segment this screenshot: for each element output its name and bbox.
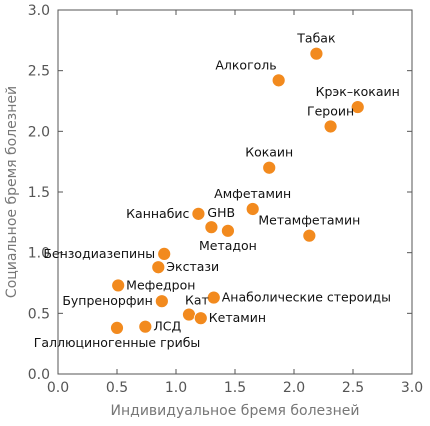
x-tick-label: 1.5 [224, 380, 246, 396]
data-point [302, 228, 317, 243]
data-point-label: Мефедрон [126, 277, 195, 292]
data-point-label: Крэк–кокаин [316, 84, 400, 99]
data-point [193, 311, 208, 326]
data-point-label: Галлюциногенные грибы [34, 335, 201, 350]
data-point [206, 290, 221, 305]
data-point [323, 119, 338, 134]
chart-points [110, 46, 365, 335]
data-point-label: Героин [307, 103, 354, 118]
data-point [221, 223, 235, 238]
y-tick-label: 2.0 [28, 124, 50, 140]
x-tick-label: 1.0 [165, 380, 187, 396]
data-point-label: Каннабис [126, 206, 189, 221]
data-point [204, 220, 219, 235]
data-point-label: Кат [185, 293, 209, 308]
data-point [110, 320, 124, 335]
data-point [138, 319, 153, 334]
data-point [245, 202, 260, 216]
y-tick-label: 0.5 [28, 306, 50, 322]
data-point [271, 73, 286, 88]
x-tick-label: 2.0 [283, 380, 305, 396]
data-point [182, 307, 196, 322]
x-axis-title: Индивидуальное бремя болезней [111, 403, 360, 419]
data-point-label: Анаболические стероиды [222, 290, 391, 305]
x-tick-label: 2.5 [342, 380, 364, 396]
data-point-label: Алкоголь [215, 57, 276, 72]
y-tick-label: 1.0 [28, 246, 50, 262]
x-tick-label: 0.0 [47, 380, 69, 396]
data-point [309, 46, 324, 61]
y-tick-label: 1.5 [28, 185, 50, 201]
data-point [111, 278, 126, 293]
data-point [157, 246, 172, 261]
x-tick-label: 0.5 [106, 380, 128, 396]
data-point-label: Метамфетамин [258, 213, 360, 228]
data-point [350, 100, 365, 114]
data-point-label: Бензодиазепины [43, 246, 155, 261]
y-tick-label: 0.0 [28, 367, 50, 383]
data-point [262, 160, 277, 175]
data-point-label: Кокаин [245, 145, 293, 160]
data-point-label: Бупренорфин [62, 293, 153, 308]
data-point-label: ЛСД [153, 319, 181, 334]
y-axis-title: Социальное бремя болезней [4, 86, 20, 298]
data-point-label: GHB [207, 205, 235, 220]
data-point-label: Табак [296, 31, 336, 46]
data-point [154, 294, 169, 309]
y-tick-label: 3.0 [28, 3, 50, 19]
data-point-label: Экстази [166, 259, 219, 274]
data-point-label: Амфетамин [214, 186, 291, 201]
y-tick-label: 2.5 [28, 64, 50, 80]
data-point [151, 260, 166, 275]
data-point-label: Кетамин [209, 310, 266, 325]
x-tick-label: 3.0 [401, 380, 423, 396]
data-point-label: Метадон [199, 238, 257, 253]
chart-ticks: 0.0 0.5 1.0 1.5 2.0 2.5 3.0 0.0 0.5 1.0 1.5 2.0 2.5 3… [28, 3, 423, 396]
data-point [191, 206, 206, 221]
chart-point-labels: Табак Алкоголь Крэк–кокаин Героин Кокаин Амфе… [34, 31, 400, 350]
